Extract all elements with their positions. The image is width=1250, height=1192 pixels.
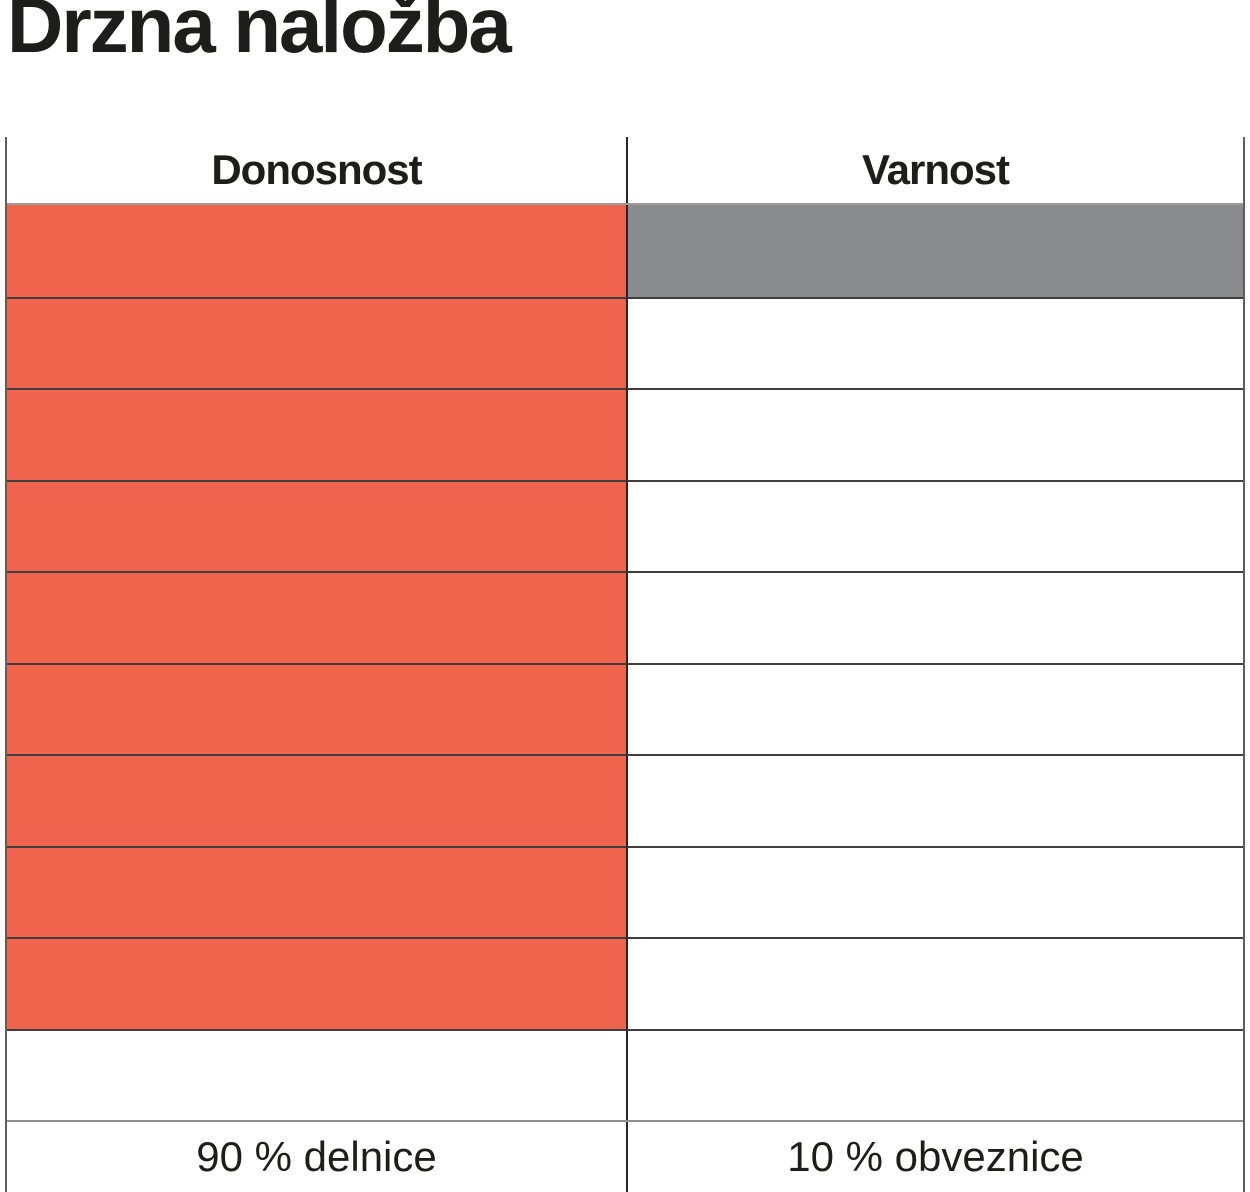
block-cell-donosnost-9-filled (7, 937, 626, 1029)
block-cell-donosnost-2-filled (7, 296, 626, 388)
rating-table: Donosnost Varnost 90 % delnice 10 % obve… (5, 137, 1245, 1192)
page-title: Drzna naložba (7, 0, 512, 69)
table-header-row: Donosnost Varnost (7, 137, 1243, 203)
block-cell-donosnost-1-filled (7, 205, 626, 297)
block-cell-donosnost-7-filled (7, 754, 626, 846)
block-cell-varnost-5-empty (626, 571, 1243, 663)
footer-label-delnice: 90 % delnice (196, 1133, 437, 1180)
block-cell-varnost-10-empty (626, 1028, 1243, 1120)
block-cell-donosnost-4-filled (7, 479, 626, 571)
block-cell-donosnost-10-empty (7, 1028, 626, 1120)
block-cell-varnost-4-empty (626, 479, 1243, 571)
block-cell-varnost-7-empty (626, 754, 1243, 846)
block-cell-varnost-2-empty (626, 296, 1243, 388)
block-cell-donosnost-8-filled (7, 845, 626, 937)
block-cell-varnost-9-empty (626, 937, 1243, 1029)
footer-label-obveznice: 10 % obveznice (626, 1122, 1243, 1192)
block-cell-donosnost-6-filled (7, 662, 626, 754)
table-footer-row: 90 % delnice 10 % obveznice (7, 1120, 1243, 1192)
block-cell-varnost-8-empty (626, 845, 1243, 937)
block-cell-varnost-3-empty (626, 388, 1243, 480)
block-cell-varnost-1-filled (626, 205, 1243, 297)
block-cell-varnost-6-empty (626, 662, 1243, 754)
block-cell-donosnost-5-filled (7, 571, 626, 663)
blocks-grid (7, 203, 1243, 1120)
column-header-donosnost: Donosnost (211, 146, 422, 193)
column-header-varnost: Varnost (626, 137, 1243, 203)
block-cell-donosnost-3-filled (7, 388, 626, 480)
